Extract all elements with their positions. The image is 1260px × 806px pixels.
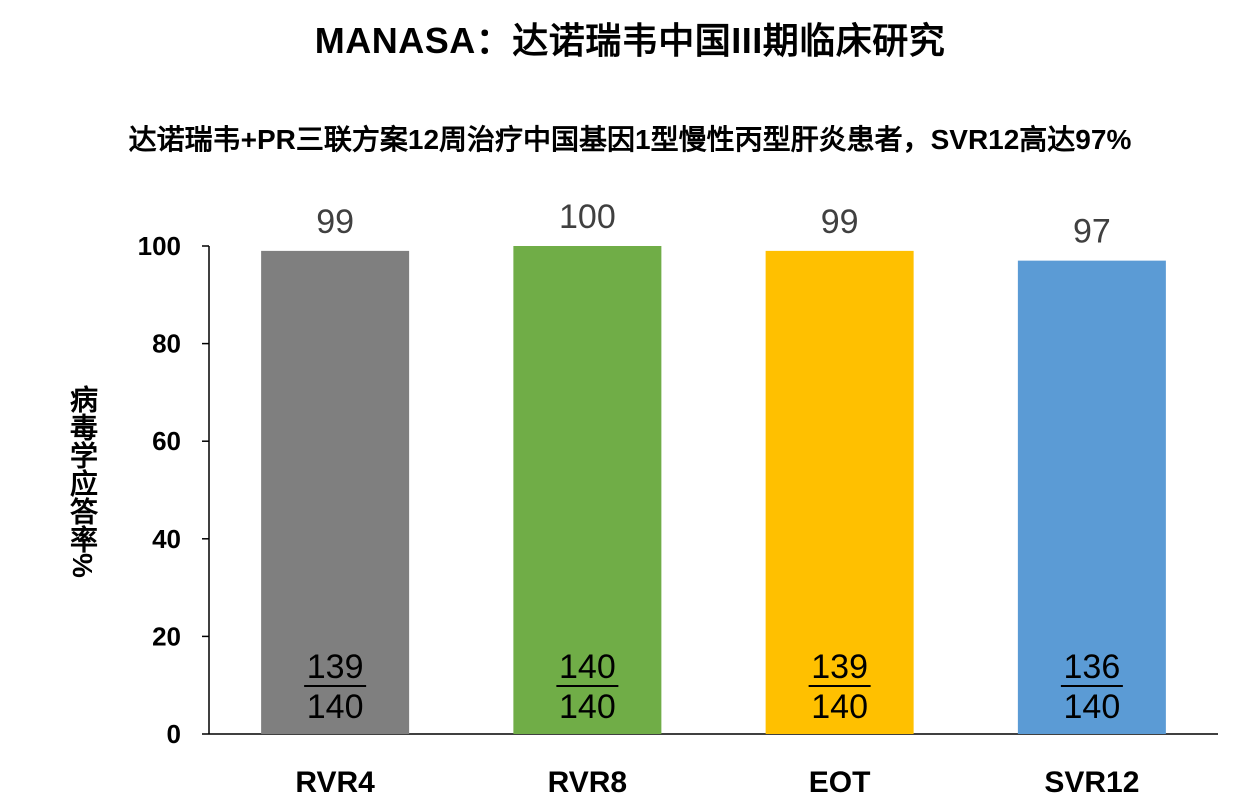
category-label: RVR4 [295, 766, 375, 799]
bar-eot [765, 250, 914, 734]
y-tick-label: 0 [167, 719, 181, 749]
y-tick-label: 80 [152, 329, 181, 359]
category-label: RVR8 [548, 766, 627, 799]
fraction-denominator: 140 [1064, 688, 1121, 726]
y-tick-label: 100 [138, 231, 181, 261]
fraction-denominator: 140 [559, 688, 616, 726]
fraction-denominator: 140 [811, 688, 868, 726]
y-tick-label: 20 [152, 621, 181, 651]
y-tick-label: 60 [152, 426, 181, 456]
category-label: SVR12 [1044, 766, 1139, 799]
fraction-denominator: 140 [307, 688, 364, 726]
chart-title: MANASA：达诺瑞韦中国III期临床研究 [314, 20, 946, 61]
y-axis-label: 病毒学应答率% [67, 385, 98, 578]
bar-svr12 [1017, 260, 1166, 734]
bar-value-label: 99 [821, 203, 859, 241]
chart-subtitle: 达诺瑞韦+PR三联方案12周治疗中国基因1型慢性丙型肝炎患者，SVR12高达97… [128, 124, 1132, 155]
bar-value-label: 99 [316, 203, 354, 241]
fraction-numerator: 136 [1064, 648, 1121, 686]
category-label: EOT [809, 766, 871, 799]
fraction-numerator: 139 [811, 648, 868, 686]
bar-rvr4 [261, 250, 410, 734]
fraction-numerator: 139 [307, 648, 364, 686]
bar-value-label: 97 [1073, 213, 1111, 251]
y-tick-label: 40 [152, 524, 181, 554]
bar-value-label: 100 [559, 198, 616, 236]
bar-rvr8 [513, 246, 662, 734]
fraction-numerator: 140 [559, 648, 616, 686]
